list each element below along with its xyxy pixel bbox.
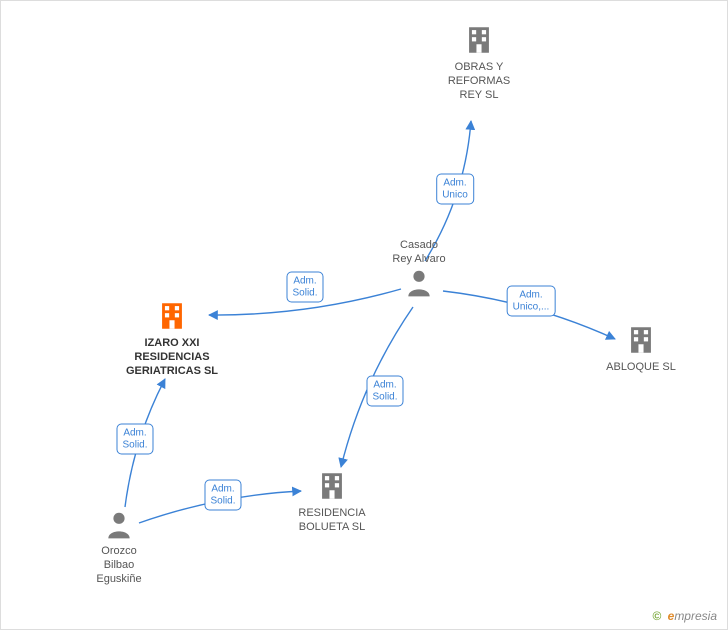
node-izaro: IZARO XXI RESIDENCIAS GERIATRICAS SL [107,299,237,378]
building-icon [624,323,658,357]
node-label: OBRAS Y REFORMAS REY SL [414,61,544,102]
node-residencia: RESIDENCIA BOLUETA SL [267,469,397,535]
edge-label: Adm. Unico,... [507,286,556,317]
node-label: Casado Rey Alvaro [354,239,484,267]
edge-label: Adm. Solid. [204,480,241,511]
person-icon [103,509,135,541]
edge-label: Adm. Solid. [116,424,153,455]
diagram-canvas: OBRAS Y REFORMAS REY SL Casado Rey Alvaro… [0,0,728,630]
node-label: Orozco Bilbao Eguskiñe [54,545,184,586]
edge-label: Adm. Solid. [366,376,403,407]
node-label: IZARO XXI RESIDENCIAS GERIATRICAS SL [107,337,237,378]
node-obras: OBRAS Y REFORMAS REY SL [414,23,544,102]
building-icon [155,299,189,333]
copyright-symbol: © [652,609,661,623]
node-abloque: ABLOQUE SL [576,323,706,375]
node-label: ABLOQUE SL [576,361,706,375]
footer-brand: © empresia [652,609,717,623]
building-icon [462,23,496,57]
building-icon [315,469,349,503]
brand-rest: mpresia [674,609,717,623]
node-casado: Casado Rey Alvaro [354,235,484,299]
person-icon [403,267,435,299]
node-orozco: Orozco Bilbao Eguskiñe [54,509,184,586]
node-label: RESIDENCIA BOLUETA SL [267,507,397,535]
edge-label: Adm. Solid. [286,272,323,303]
edge-label: Adm. Unico [436,174,474,205]
